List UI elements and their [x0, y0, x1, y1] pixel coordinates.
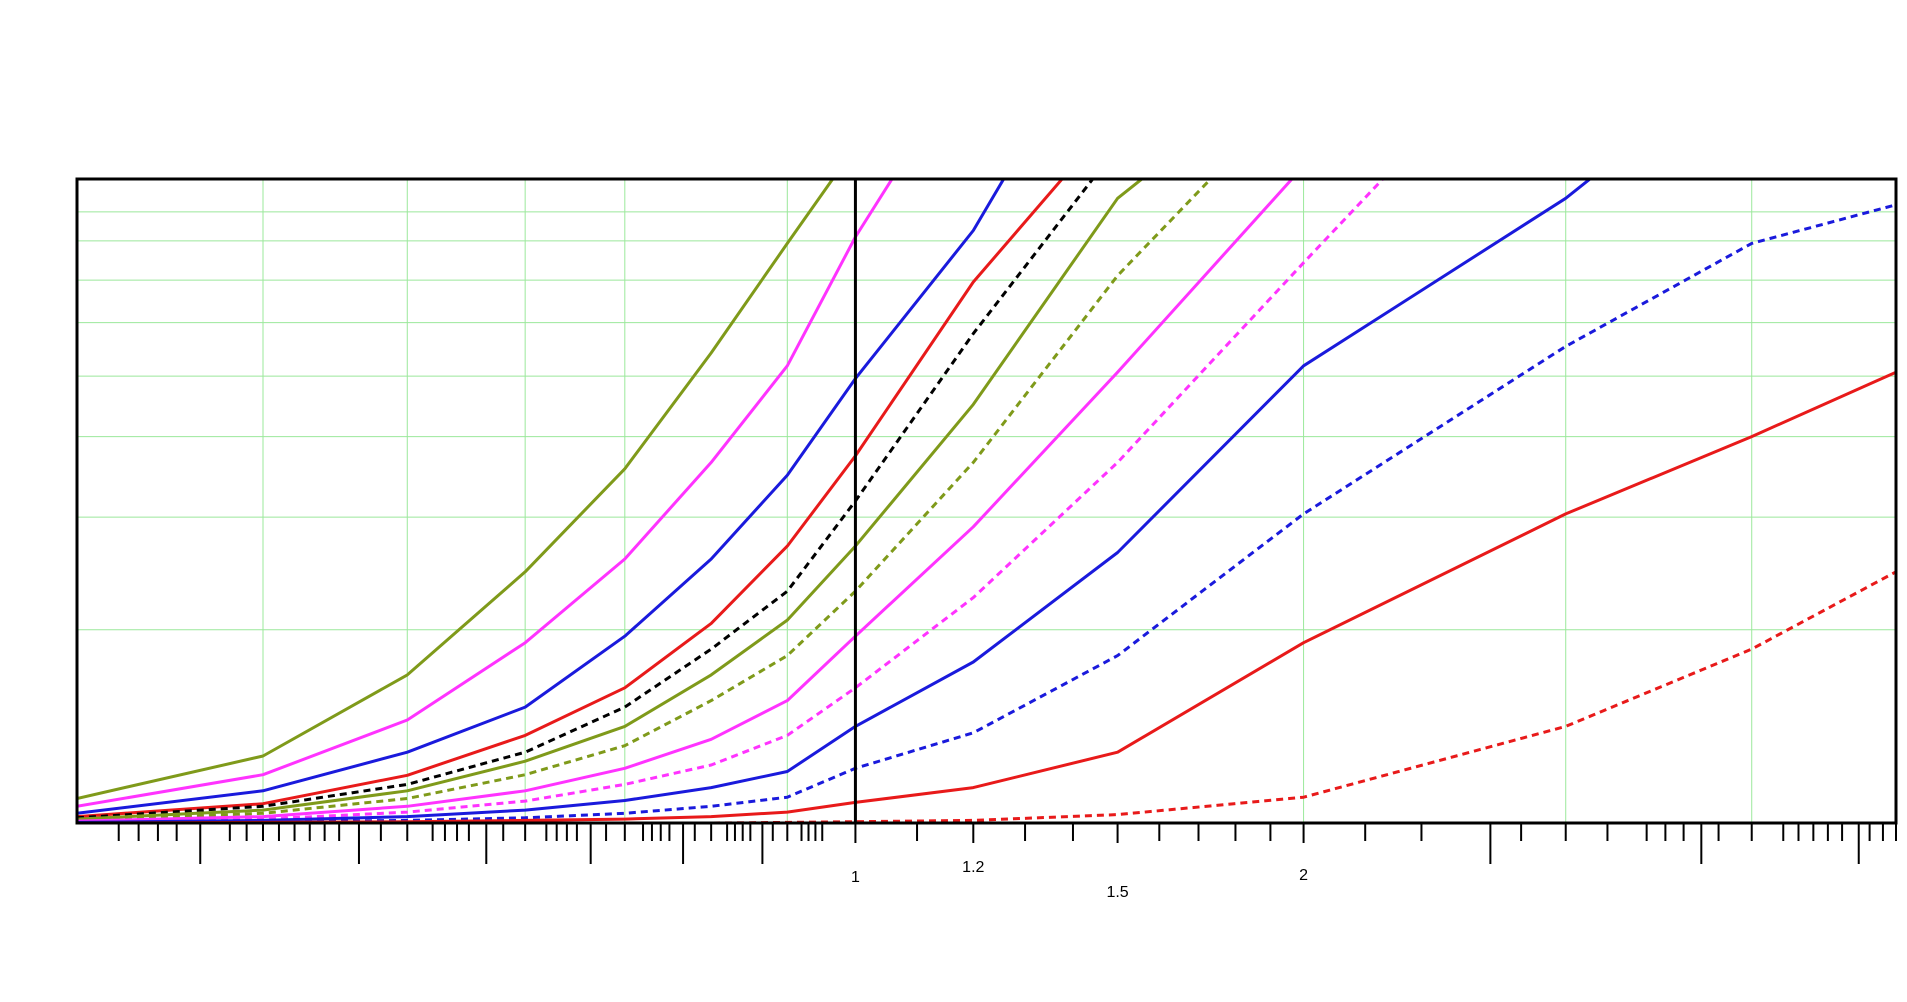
x-tick-label: 2 [1299, 867, 1308, 884]
curve [77, 179, 894, 808]
plot-frame [75, 177, 1898, 825]
x-tick-label: 1 [851, 869, 860, 886]
axis: 1 1.2 1.5 2 [75, 177, 1898, 901]
grid [77, 179, 1896, 823]
curve [77, 370, 1896, 823]
x-tick-label: 1.2 [962, 859, 984, 876]
curve [77, 179, 1095, 820]
curve [77, 179, 1145, 821]
curve [77, 179, 835, 800]
curve [77, 179, 1006, 815]
curve [77, 203, 1896, 823]
curve [77, 179, 1593, 823]
x-tick-label: 1.5 [1106, 884, 1128, 901]
curve [77, 179, 1294, 823]
curve [77, 179, 1213, 822]
lines [77, 179, 1896, 823]
curve [77, 179, 1385, 823]
curve [77, 179, 1065, 819]
